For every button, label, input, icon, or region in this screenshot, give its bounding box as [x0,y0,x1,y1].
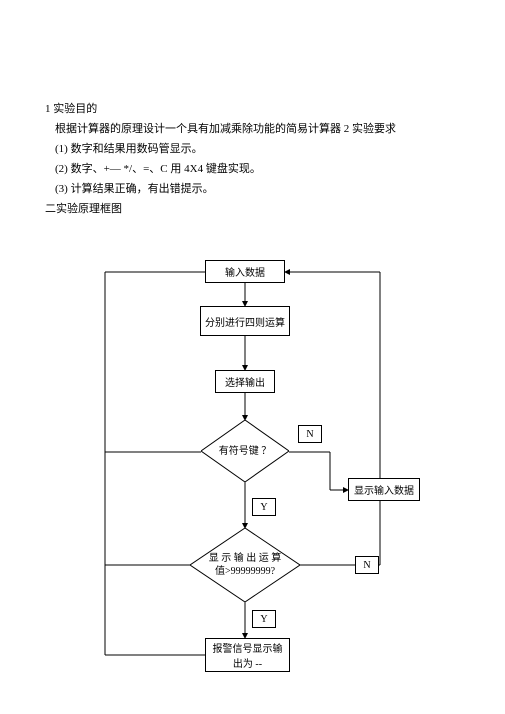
heading-1: 1 实验目的 [45,100,97,120]
label-yes-1: Y [252,498,276,516]
list-item-2: (2) 数字、+— */、=、C 用 4X4 键盘实现。 [55,160,261,180]
paragraph-1: 根据计算器的原理设计一个具有加减乘除功能的简易计算器 2 实验要求 [55,120,396,140]
list-item-1: (1) 数字和结果用数码管显示。 [55,140,203,160]
node-input-data: 输入数据 [205,260,285,283]
node-select-output: 选择输出 [215,370,275,393]
label-no-2: N [355,556,379,574]
decision-overflow: 显 示 输 出 运 算 值>99999999? [190,528,300,602]
heading-2: 二实验原理框图 [45,200,122,220]
node-display-input: 显示输入数据 [348,478,420,501]
decision-has-sign-key: 有符号键 ？ [201,420,289,482]
label-no-1: N [298,425,322,443]
node-alarm: 报警信号显示输 出为 -- [205,638,290,672]
decision-1-text: 有符号键 ？ [219,445,272,458]
decision-2-text: 显 示 输 出 运 算 值>99999999? [209,552,282,578]
node-calc: 分别进行四则运算 [200,306,290,336]
label-yes-2: Y [252,610,276,628]
list-item-3: (3) 计算结果正确，有出错提示。 [55,180,214,200]
